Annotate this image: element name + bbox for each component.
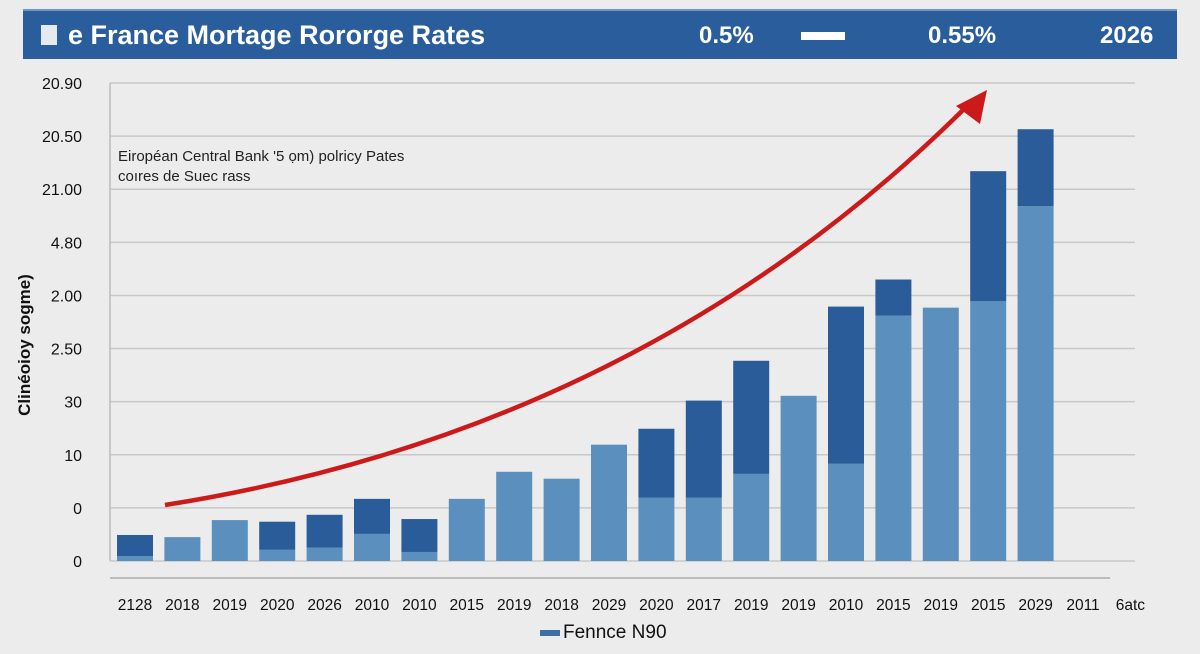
bar-segment-dark [1017, 129, 1054, 207]
banner-square-icon [41, 25, 57, 45]
bar-segment-dark [828, 306, 864, 464]
dash-icon [801, 32, 845, 40]
x-tick-label: 2029 [592, 597, 626, 614]
x-tick-label: 2015 [971, 597, 1005, 614]
y-tick-label: 20.90 [42, 76, 82, 93]
x-tick-label: 2019 [497, 597, 531, 614]
bar-segment-light [922, 307, 959, 561]
banner-year: 2026 [1100, 22, 1154, 49]
annotation-line-1: Eiropéan Central Bank '5 ọm) polricy Pat… [118, 148, 405, 165]
bar-segment-light [543, 478, 580, 561]
bar-segment-light [354, 533, 390, 561]
bar-segment-light [117, 556, 153, 561]
x-tick-label: 2010 [355, 597, 390, 614]
bar-segment-light [638, 497, 675, 561]
x-tick-label: 2128 [118, 597, 152, 614]
y-tick-label: 0 [73, 554, 82, 571]
x-tick-label: 2010 [829, 597, 864, 614]
x-tick-label: 2029 [1018, 597, 1052, 614]
y-tick-label: 20.50 [42, 129, 82, 146]
bar-segment-dark [875, 279, 912, 316]
bar-segment-light [259, 549, 296, 561]
x-tick-label: 2018 [165, 597, 199, 614]
bar-segment-light [306, 547, 343, 561]
x-tick-label: 2020 [260, 597, 295, 614]
bar-segment-light [591, 444, 627, 561]
bar-segment-dark [638, 428, 675, 498]
bar-segment-light [496, 471, 533, 561]
bar-segment-light [164, 537, 201, 561]
x-tick-label: 2015 [450, 597, 484, 614]
chart-title: e France Mortage Rororge Rates [68, 20, 486, 50]
bar-segment-light [733, 473, 770, 561]
bar-segment-dark [354, 498, 390, 534]
bar-segment-dark [117, 534, 153, 557]
x-tick-label: 2020 [639, 597, 674, 614]
x-tick-label: 2015 [876, 597, 910, 614]
x-tick-label: 2019 [781, 597, 815, 614]
bar-segment-light [1017, 206, 1054, 561]
y-tick-label: 10 [64, 448, 82, 465]
bar-segment-dark [685, 400, 722, 498]
bar-segment-dark [970, 171, 1007, 302]
title-banner: e France Mortage Rororge Rates 0.5% 0.55… [23, 9, 1177, 59]
bar-segment-light [828, 463, 864, 561]
x-tick-label: 2018 [544, 597, 578, 614]
x-tick-label: 2019 [924, 597, 958, 614]
trend-arrowhead-icon [956, 90, 987, 124]
bar-segment-light [401, 551, 438, 561]
x-tick-label: 2011 [1066, 597, 1099, 614]
bar-segment-light [970, 301, 1007, 561]
bar-segment-light [685, 497, 722, 561]
bar-segment-light [211, 520, 248, 561]
bar-segment-dark [733, 360, 770, 474]
y-tick-label: 30 [64, 395, 82, 412]
y-tick-label: 21.00 [42, 182, 82, 199]
x-tick-label: 2010 [402, 597, 437, 614]
bar-segment-light [448, 498, 485, 561]
x-tick-label: 6atc [1116, 597, 1146, 614]
y-tick-label: 0 [73, 501, 82, 518]
x-tick-label: 2019 [734, 597, 768, 614]
y-tick-label: 2.50 [51, 342, 82, 359]
y-tick-label: 4.80 [51, 235, 82, 252]
y-tick-label: 2.00 [51, 288, 82, 305]
bar-segment-light [780, 395, 817, 561]
legend-swatch [540, 630, 560, 636]
banner-value-left: 0.5% [699, 22, 754, 49]
trend-arrow-line [164, 106, 967, 508]
bar-segment-dark [306, 514, 343, 548]
legend: Fennce N90 [540, 622, 667, 644]
x-tick-label: 2019 [213, 597, 247, 614]
banner-value-right: 0.55% [928, 22, 997, 49]
bar-segment-dark [401, 519, 438, 552]
y-axis-label: Clinéoioy sogme) [15, 274, 34, 416]
bar-segment-dark [259, 521, 296, 550]
legend-entry: Fennce N90 [563, 622, 667, 643]
bar-segment-light [875, 315, 912, 561]
x-tick-label: 2017 [687, 597, 721, 614]
x-tick-label: 2026 [307, 597, 341, 614]
annotation-line-2: coıres de Suec rass [118, 168, 251, 185]
